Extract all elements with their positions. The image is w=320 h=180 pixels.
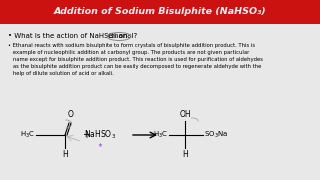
Bar xyxy=(0,24,320,180)
Text: O: O xyxy=(68,110,74,119)
Text: H: H xyxy=(62,150,68,159)
Text: OH: OH xyxy=(179,110,191,119)
Text: • What is the action of NaHSO₃ on: • What is the action of NaHSO₃ on xyxy=(8,33,130,39)
Text: ethanal?: ethanal? xyxy=(108,33,138,39)
Text: • Ethanal reacts with sodium bisulphite to form crystals of bisulphite addition : • Ethanal reacts with sodium bisulphite … xyxy=(8,43,263,76)
Text: +: + xyxy=(82,130,90,140)
Text: Addition of Sodium Bisulphite (NaHSO₃): Addition of Sodium Bisulphite (NaHSO₃) xyxy=(54,8,266,17)
Bar xyxy=(0,0,320,24)
Text: H$_3$C: H$_3$C xyxy=(153,130,168,140)
Text: NaHSO$_3$: NaHSO$_3$ xyxy=(84,129,116,141)
Text: ★: ★ xyxy=(98,143,102,147)
Text: SO$_3$Na: SO$_3$Na xyxy=(204,130,228,140)
Text: H: H xyxy=(182,150,188,159)
Text: H$_3$C: H$_3$C xyxy=(20,130,35,140)
